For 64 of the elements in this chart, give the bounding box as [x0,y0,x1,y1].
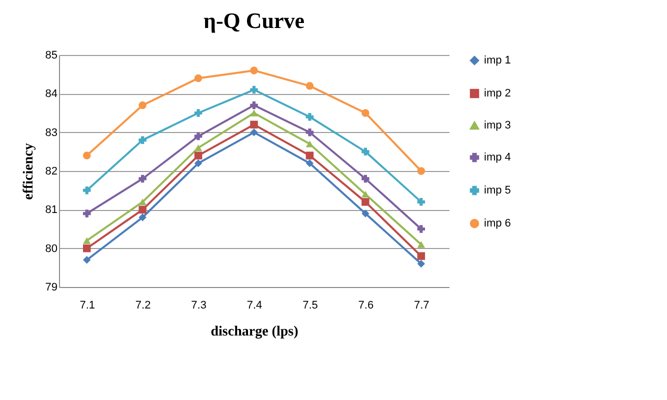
point [306,112,314,121]
y-axis-title: efficiency [21,143,36,200]
point [417,225,426,233]
point [250,101,258,110]
point [362,210,370,218]
point [362,190,370,198]
point [362,109,370,117]
point [194,159,202,168]
point [194,132,202,140]
point [138,198,146,206]
legend-label: imp 3 [484,120,511,132]
point [306,159,314,168]
point [138,136,146,144]
x-tick-label: 7.4 [246,300,262,312]
point [250,86,258,94]
point [82,152,91,160]
point [82,186,91,194]
point [194,152,202,160]
point [250,128,258,136]
x-tick-label: 7.7 [414,300,430,312]
legend-label: imp 4 [484,152,511,164]
y-tick-label: 85 [45,50,58,62]
y-tick-label: 83 [45,126,58,139]
point [250,66,258,74]
point [138,214,146,222]
y-tick-label: 81 [45,204,58,216]
x-tick-label: 7.2 [135,300,151,312]
y-tick-label: 79 [45,282,58,294]
y-tick-label: 84 [45,88,58,100]
point [138,206,146,214]
point [306,82,314,90]
x-tick-label: 7.5 [302,300,318,312]
point [362,148,370,156]
legend-label: imp 2 [484,88,511,100]
point [417,167,426,175]
point [250,110,258,116]
point [138,174,146,183]
y-tick-label: 80 [45,242,58,255]
point [82,256,91,264]
y-tick-label: 82 [45,166,58,178]
legend-label: imp 1 [484,54,511,66]
point [306,152,314,160]
point [82,237,91,244]
point [362,198,370,206]
point [194,144,202,152]
x-tick-label: 7.1 [80,300,96,312]
point [417,260,426,268]
point [138,101,146,110]
point [306,128,314,136]
point [82,210,91,218]
point [417,198,426,206]
point [194,109,202,117]
point [417,241,426,248]
point [82,244,91,252]
point [417,252,426,260]
legend-label: imp 5 [484,184,511,196]
x-tick-label: 7.6 [358,300,374,312]
point [250,120,258,128]
point [362,174,370,183]
x-axis-title: discharge (lps) [210,324,299,340]
point [194,74,202,82]
legend-label: imp 6 [484,218,511,230]
x-tick-label: 7.3 [191,300,206,312]
chart-title: η-Q Curve [203,8,305,33]
